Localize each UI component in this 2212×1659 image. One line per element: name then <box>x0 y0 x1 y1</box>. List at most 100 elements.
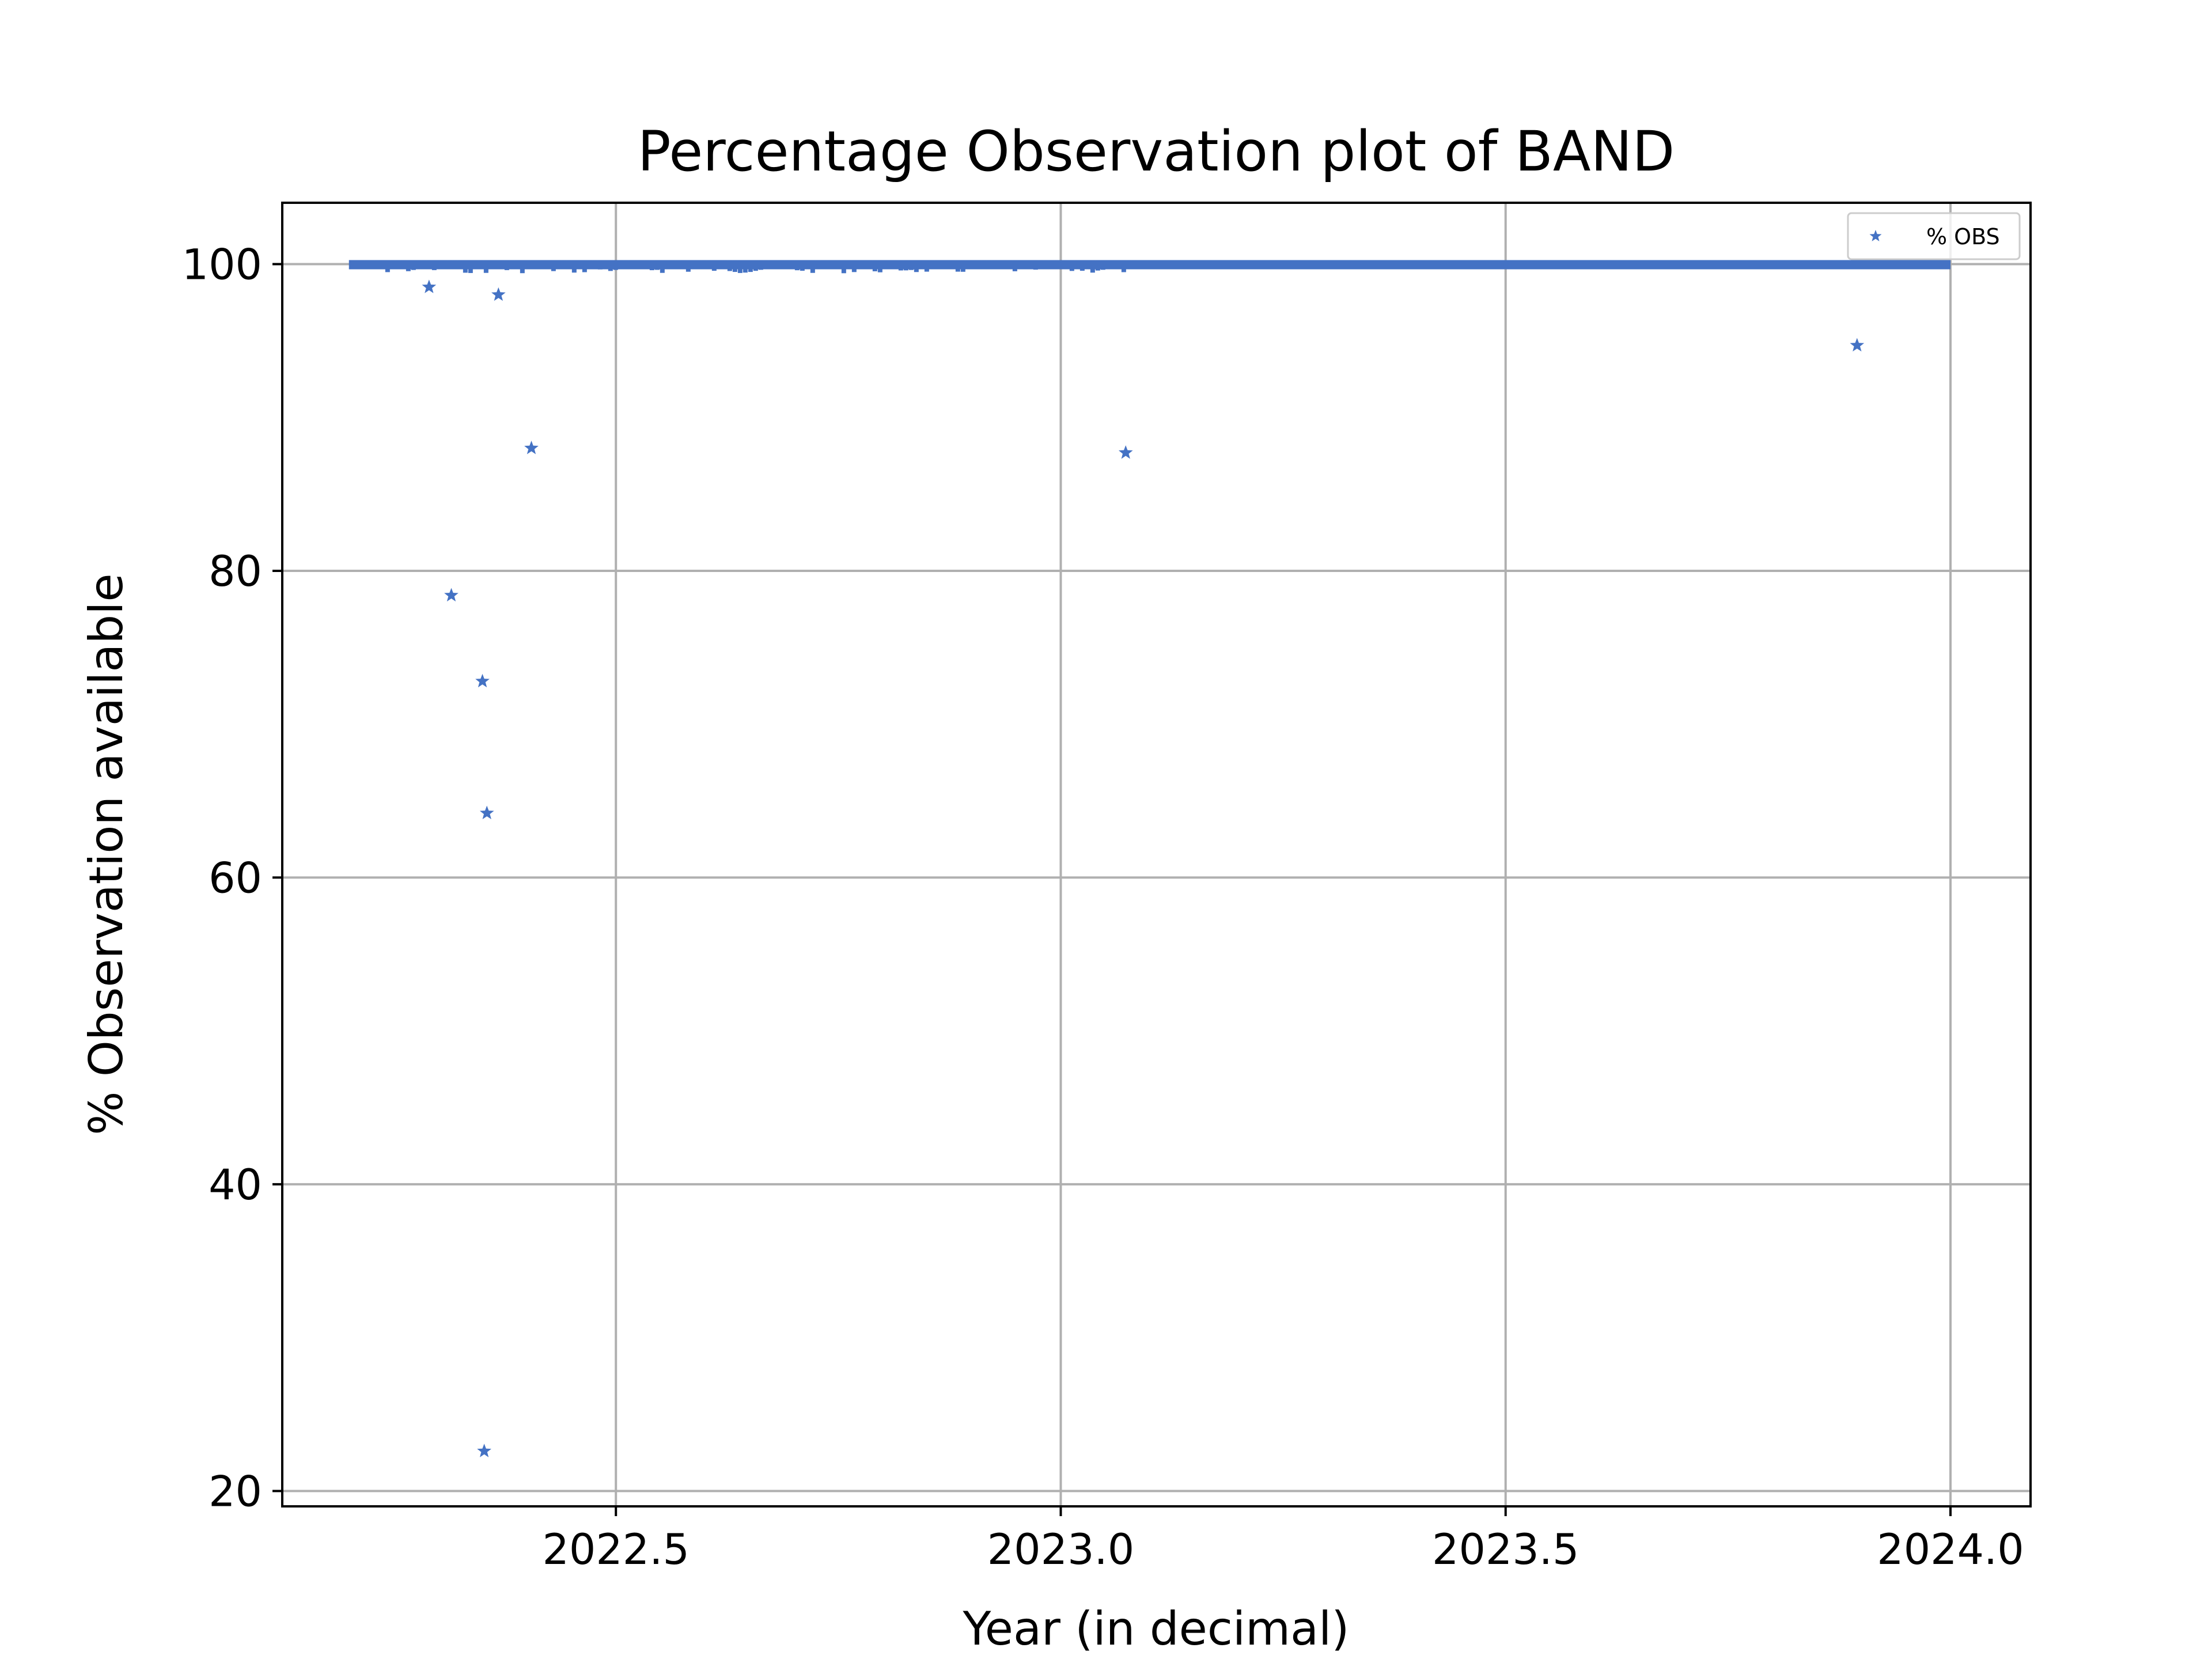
dense-band-segment <box>457 260 463 270</box>
dense-band-segment <box>654 260 660 270</box>
dense-band-segment <box>561 260 566 270</box>
dense-band-segment <box>753 260 758 271</box>
dense-band-segment <box>815 260 820 270</box>
data-point <box>475 673 490 688</box>
grid-lines <box>282 203 2031 1506</box>
y-axis-label: % Observation available <box>79 573 133 1135</box>
dense-band-segment <box>711 260 717 271</box>
dense-band-segment <box>1116 260 1121 270</box>
dense-band-segment <box>530 260 535 270</box>
dense-band-segment <box>768 260 774 270</box>
dense-band-segment <box>644 260 649 270</box>
dense-band-segment <box>1126 260 1131 270</box>
dense-band-segment <box>851 260 857 272</box>
dense-band-segment <box>955 260 960 272</box>
dense-band-segment <box>1059 260 1064 270</box>
dense-band-segment <box>608 260 613 271</box>
dense-band-segment <box>639 260 644 270</box>
dense-band-segment <box>1105 260 1111 270</box>
dense-band-segment <box>779 260 784 270</box>
dense-band-segment <box>1095 260 1100 271</box>
dense-band-segment <box>732 260 737 272</box>
dense-band-segment <box>898 260 903 271</box>
dense-band-segment <box>789 260 794 270</box>
dense-band-segment <box>463 260 468 273</box>
dense-band-segment <box>634 260 639 270</box>
dense-band-segment <box>857 260 862 270</box>
legend: % OBS <box>1847 212 2021 260</box>
legend-box <box>1847 212 2021 260</box>
dense-band-segment <box>758 260 763 270</box>
dense-band-segment <box>566 260 571 270</box>
dense-band-segment <box>717 260 722 270</box>
data-point <box>477 1444 491 1457</box>
dense-band-segment <box>1017 260 1022 270</box>
dense-band-segment <box>696 260 701 270</box>
dense-band-segment <box>556 260 561 270</box>
dense-band-segment <box>406 260 411 271</box>
data-point <box>491 287 506 301</box>
x-axis-label: Year (in decimal) <box>963 1602 1350 1656</box>
dense-band-segment <box>836 260 841 270</box>
dense-band-segment <box>509 260 514 270</box>
dense-band-segment <box>877 260 882 272</box>
dense-band-segment <box>1038 260 1043 270</box>
dense-band-segment <box>1028 260 1033 270</box>
dense-band-segment <box>867 260 872 270</box>
dense-band-segment <box>1064 260 1069 270</box>
dense-band-segment <box>1022 260 1028 270</box>
dense-band-segment <box>1131 260 1137 270</box>
dense-data-band <box>349 260 1950 274</box>
dense-band-segment <box>680 260 685 270</box>
axis-ticks: 2022.5 2023.0 2023.5 2024.0 20 40 60 80 100 <box>182 240 2024 1574</box>
dense-band-segment <box>670 260 675 270</box>
data-points <box>422 279 1865 1457</box>
dense-band-segment <box>675 260 680 270</box>
dense-band-segment <box>1069 260 1074 271</box>
dense-band-segment <box>825 260 831 270</box>
dense-band-segment <box>1054 260 1059 270</box>
data-point <box>422 279 437 293</box>
dense-band-segment <box>385 260 390 272</box>
dense-band-segment <box>784 260 789 270</box>
dense-band-segment <box>1111 260 1116 270</box>
dense-band-segment <box>794 260 800 271</box>
dense-band-segment <box>571 260 577 273</box>
dense-band-segment <box>390 260 395 270</box>
dense-band-segment <box>722 260 727 270</box>
dense-band-segment <box>846 260 851 270</box>
dense-band-segment <box>1043 260 1048 270</box>
dense-band-segment <box>981 260 986 270</box>
dense-band-segment <box>520 260 525 274</box>
dense-band-segment <box>431 260 437 270</box>
y-tick-label: 80 <box>209 547 262 596</box>
dense-band-segment <box>882 260 888 270</box>
x-tick-label: 2023.0 <box>987 1525 1134 1574</box>
dense-band-segment <box>914 260 919 272</box>
dense-band-segment <box>1012 260 1017 271</box>
dense-band-segment <box>395 260 400 270</box>
data-point <box>524 441 539 454</box>
dense-band-segment <box>940 260 945 270</box>
dense-band-segment <box>1080 260 1085 271</box>
dense-band-segment <box>1007 260 1012 270</box>
dense-band-segment <box>499 260 504 270</box>
dense-band-segment <box>841 260 846 274</box>
dense-band-segment <box>577 260 582 270</box>
dense-band-segment <box>468 260 473 273</box>
dense-band-segment <box>551 260 556 271</box>
y-tick-label: 20 <box>209 1467 262 1516</box>
dense-band-segment <box>369 260 374 270</box>
dense-band-segment <box>862 260 867 270</box>
dense-band-segment <box>535 260 540 270</box>
dense-band-segment <box>447 260 452 270</box>
x-tick-label: 2023.5 <box>1432 1525 1579 1574</box>
dense-band-segment <box>929 260 934 270</box>
dense-band-segment <box>976 260 981 270</box>
data-point <box>1850 338 1865 352</box>
dense-band-segment <box>660 260 665 273</box>
dense-band-segment <box>488 260 494 270</box>
dense-band-segment <box>685 260 691 272</box>
y-tick-label: 100 <box>182 240 262 289</box>
